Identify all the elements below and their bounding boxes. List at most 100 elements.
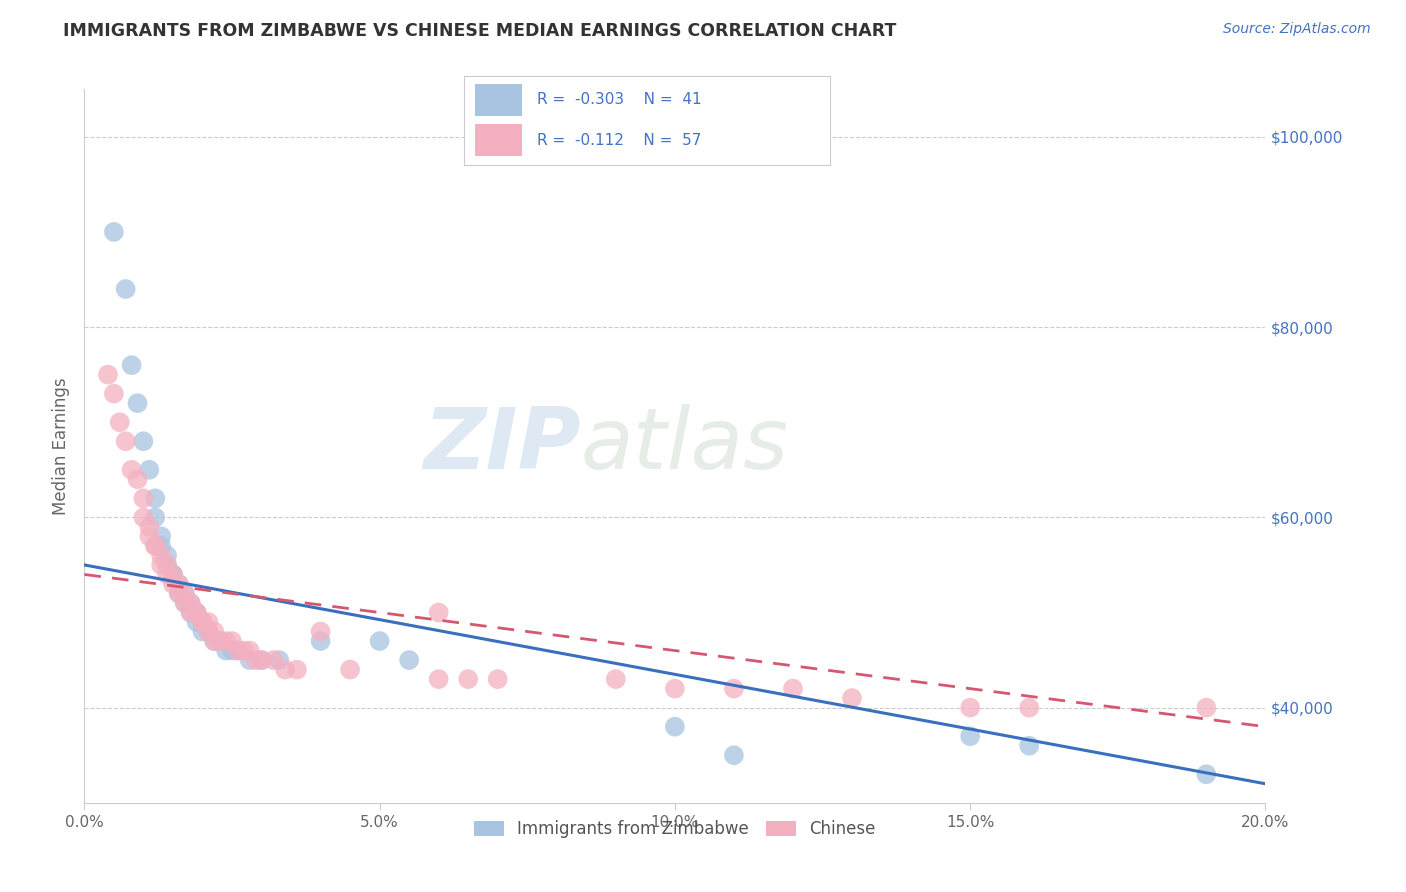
Point	[167, 586, 190, 600]
Point	[173, 586, 195, 600]
Point	[239, 643, 262, 657]
Point	[150, 549, 173, 563]
Point	[186, 606, 208, 620]
Point	[180, 596, 202, 610]
Point	[1195, 767, 1218, 781]
Point	[215, 634, 238, 648]
FancyBboxPatch shape	[475, 84, 523, 116]
Point	[114, 434, 136, 449]
Point	[221, 643, 243, 657]
Text: Source: ZipAtlas.com: Source: ZipAtlas.com	[1223, 22, 1371, 37]
Point	[103, 225, 125, 239]
Point	[167, 577, 190, 591]
Point	[250, 653, 273, 667]
Point	[226, 643, 249, 657]
Point	[368, 634, 391, 648]
Point	[191, 615, 214, 629]
Point	[782, 681, 804, 696]
Point	[156, 558, 179, 572]
Point	[723, 748, 745, 763]
Point	[427, 672, 450, 686]
Point	[167, 577, 190, 591]
Point	[841, 691, 863, 706]
Point	[191, 615, 214, 629]
Point	[162, 567, 184, 582]
Point	[239, 653, 262, 667]
Point	[143, 539, 166, 553]
Point	[173, 596, 195, 610]
Text: ZIP: ZIP	[423, 404, 581, 488]
Legend: Immigrants from Zimbabwe, Chinese: Immigrants from Zimbabwe, Chinese	[467, 814, 883, 845]
Point	[309, 634, 332, 648]
Text: atlas: atlas	[581, 404, 789, 488]
Point	[245, 653, 267, 667]
Point	[132, 491, 155, 506]
Point	[180, 606, 202, 620]
Point	[197, 615, 219, 629]
Point	[150, 529, 173, 543]
Point	[1018, 700, 1040, 714]
Point	[226, 643, 249, 657]
Point	[215, 643, 238, 657]
Point	[162, 577, 184, 591]
Point	[262, 653, 284, 667]
Point	[202, 634, 225, 648]
Point	[97, 368, 120, 382]
Point	[1018, 739, 1040, 753]
Point	[162, 567, 184, 582]
Text: R =  -0.112    N =  57: R = -0.112 N = 57	[537, 133, 702, 147]
Point	[143, 539, 166, 553]
Point	[221, 634, 243, 648]
Point	[209, 634, 232, 648]
Point	[138, 463, 160, 477]
Point	[339, 663, 361, 677]
Point	[605, 672, 627, 686]
Point	[138, 529, 160, 543]
Text: R =  -0.303    N =  41: R = -0.303 N = 41	[537, 93, 702, 107]
Point	[150, 558, 173, 572]
Point	[132, 434, 155, 449]
Point	[191, 624, 214, 639]
Point	[162, 567, 184, 582]
Point	[167, 586, 190, 600]
Point	[309, 624, 332, 639]
Point	[250, 653, 273, 667]
Point	[132, 510, 155, 524]
Point	[427, 606, 450, 620]
Point	[143, 491, 166, 506]
Point	[664, 720, 686, 734]
Point	[457, 672, 479, 686]
Point	[486, 672, 509, 686]
Point	[186, 606, 208, 620]
Point	[114, 282, 136, 296]
Point	[173, 596, 195, 610]
Point	[209, 634, 232, 648]
Point	[191, 615, 214, 629]
Point	[108, 415, 131, 429]
Point	[103, 386, 125, 401]
Text: IMMIGRANTS FROM ZIMBABWE VS CHINESE MEDIAN EARNINGS CORRELATION CHART: IMMIGRANTS FROM ZIMBABWE VS CHINESE MEDI…	[63, 22, 897, 40]
Point	[723, 681, 745, 696]
Point	[197, 624, 219, 639]
Point	[285, 663, 308, 677]
Point	[121, 358, 143, 372]
Point	[1195, 700, 1218, 714]
Y-axis label: Median Earnings: Median Earnings	[52, 377, 70, 515]
Point	[127, 396, 149, 410]
Point	[232, 643, 254, 657]
Point	[197, 624, 219, 639]
Point	[150, 539, 173, 553]
Point	[180, 596, 202, 610]
Point	[127, 472, 149, 486]
Point	[269, 653, 291, 667]
Point	[664, 681, 686, 696]
Point	[121, 463, 143, 477]
Point	[959, 700, 981, 714]
Point	[186, 615, 208, 629]
Point	[186, 606, 208, 620]
Point	[202, 634, 225, 648]
Point	[138, 520, 160, 534]
FancyBboxPatch shape	[475, 124, 523, 156]
Point	[180, 606, 202, 620]
Point	[156, 567, 179, 582]
